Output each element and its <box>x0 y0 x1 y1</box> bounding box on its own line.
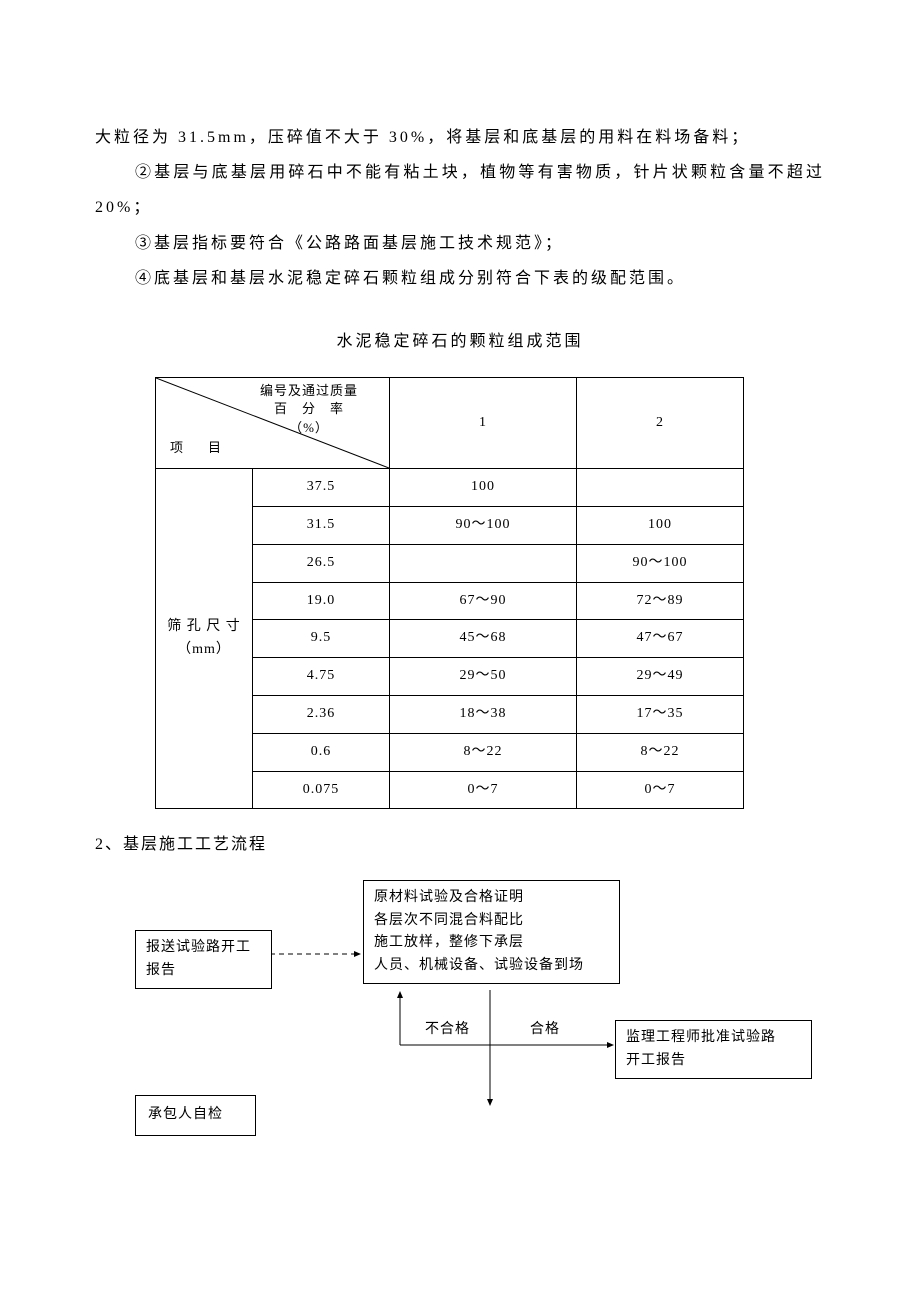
cell-v2: 29～49 <box>577 658 744 696</box>
cell-v1: 67～90 <box>390 582 577 620</box>
cell-v2: 90～100 <box>577 544 744 582</box>
table-title: 水泥稳定碎石的颗粒组成范围 <box>95 324 825 359</box>
diag-top-line1: 编号及通过质量 <box>260 383 358 398</box>
diag-top-line3: （%） <box>289 420 329 435</box>
flow-box-approve: 监理工程师批准试验路 开工报告 <box>615 1020 812 1079</box>
flow-box2-line2: 各层次不同混合料配比 <box>374 913 524 928</box>
cell-size: 2.36 <box>253 695 390 733</box>
cell-size: 4.75 <box>253 658 390 696</box>
process-flowchart: 报送试验路开工 报告 原材料试验及合格证明 各层次不同混合料配比 施工放样，整修… <box>135 880 825 1160</box>
cell-v2: 100 <box>577 506 744 544</box>
cell-size: 19.0 <box>253 582 390 620</box>
flow-box-report: 报送试验路开工 报告 <box>135 930 272 989</box>
flow-box-prep: 原材料试验及合格证明 各层次不同混合料配比 施工放样，整修下承层 人员、机械设备… <box>363 880 620 984</box>
diag-header-bottom: 项 目 <box>170 434 227 463</box>
paragraph-1: 大粒径为 31.5mm，压碎值不大于 30%，将基层和底基层的用料在料场备料； <box>95 120 825 155</box>
flow-label-fail: 不合格 <box>425 1015 470 1046</box>
cell-v2: 0～7 <box>577 771 744 809</box>
gradation-table: 编号及通过质量 百 分 率 （%） 项 目 1 2 筛 孔 尺 寸（mm） 37… <box>155 377 744 809</box>
cell-v2 <box>577 469 744 507</box>
col-header-2: 2 <box>577 378 744 469</box>
flow-box1-line1: 报送试验路开工 <box>146 940 251 955</box>
paragraph-2: ②基层与底基层用碎石中不能有粘土块，植物等有害物质，针片状颗粒含量不超过 20%… <box>95 155 825 225</box>
cell-v2: 17～35 <box>577 695 744 733</box>
cell-v1: 45～68 <box>390 620 577 658</box>
flow-box-selfcheck: 承包人自检 <box>135 1095 256 1135</box>
cell-size: 9.5 <box>253 620 390 658</box>
table-row: 筛 孔 尺 寸（mm） 37.5 100 <box>156 469 744 507</box>
cell-v1: 8～22 <box>390 733 577 771</box>
diagonal-header-cell: 编号及通过质量 百 分 率 （%） 项 目 <box>156 378 390 469</box>
cell-size: 0.6 <box>253 733 390 771</box>
cell-size: 26.5 <box>253 544 390 582</box>
paragraph-3: ③基层指标要符合《公路路面基层施工技术规范》； <box>95 226 825 261</box>
cell-v2: 72～89 <box>577 582 744 620</box>
section-2-heading: 2、基层施工工艺流程 <box>95 827 825 862</box>
cell-size: 37.5 <box>253 469 390 507</box>
row-group-label: 筛 孔 尺 寸（mm） <box>156 469 253 809</box>
cell-size: 31.5 <box>253 506 390 544</box>
flow-label-pass: 合格 <box>530 1015 560 1046</box>
cell-v2: 8～22 <box>577 733 744 771</box>
diag-top-line2: 百 分 率 <box>274 401 344 416</box>
cell-v1: 90～100 <box>390 506 577 544</box>
flow-box3-line1: 监理工程师批准试验路 <box>626 1030 776 1045</box>
flow-box2-line3: 施工放样，整修下承层 <box>374 935 524 950</box>
cell-v1 <box>390 544 577 582</box>
paragraph-4: ④底基层和基层水泥稳定碎石颗粒组成分别符合下表的级配范围。 <box>95 261 825 296</box>
flow-box3-line2: 开工报告 <box>626 1053 686 1068</box>
flow-box2-line4: 人员、机械设备、试验设备到场 <box>374 958 584 973</box>
cell-v2: 47～67 <box>577 620 744 658</box>
cell-v1: 18～38 <box>390 695 577 733</box>
flow-box2-line1: 原材料试验及合格证明 <box>374 890 524 905</box>
flow-box1-line2: 报告 <box>146 963 176 978</box>
cell-v1: 0～7 <box>390 771 577 809</box>
diag-header-top: 编号及通过质量 百 分 率 （%） <box>239 382 379 437</box>
cell-v1: 29～50 <box>390 658 577 696</box>
cell-v1: 100 <box>390 469 577 507</box>
col-header-1: 1 <box>390 378 577 469</box>
flow-box4-text: 承包人自检 <box>148 1107 223 1122</box>
table-header-row: 编号及通过质量 百 分 率 （%） 项 目 1 2 <box>156 378 744 469</box>
cell-size: 0.075 <box>253 771 390 809</box>
